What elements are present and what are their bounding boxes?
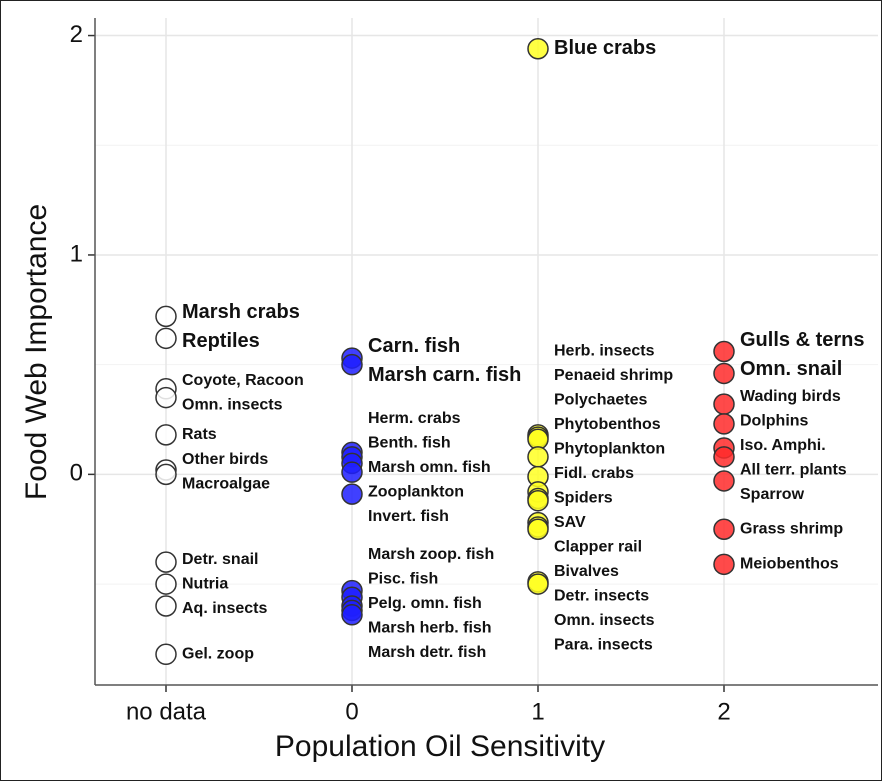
point-label: Pelg. omn. fish xyxy=(368,595,482,612)
point xyxy=(156,388,176,408)
point-label: All terr. plants xyxy=(740,461,847,478)
point-label: Omn. insects xyxy=(554,612,655,629)
point-label: Reptiles xyxy=(182,330,260,352)
point-label: Detr. insects xyxy=(554,588,649,605)
point xyxy=(714,363,734,383)
x-tick-label: no data xyxy=(126,698,207,725)
point xyxy=(528,519,548,539)
point-label: Marsh detr. fish xyxy=(368,644,486,661)
point xyxy=(528,447,548,467)
point-label: Fidl. crabs xyxy=(554,465,634,482)
y-axis-title: Food Web Importance xyxy=(20,204,53,500)
point xyxy=(342,605,362,625)
point-label: Omn. snail xyxy=(740,358,842,380)
point xyxy=(714,519,734,539)
point xyxy=(714,414,734,434)
point-label: Gel. zoop xyxy=(182,646,254,663)
point xyxy=(342,462,362,482)
point-label: Omn. insects xyxy=(182,397,283,414)
y-tick-label: 1 xyxy=(70,240,83,267)
point xyxy=(714,342,734,362)
point-label: Zooplankton xyxy=(368,484,464,501)
point-label: Sparrow xyxy=(740,486,805,503)
point xyxy=(528,574,548,594)
point xyxy=(156,596,176,616)
point xyxy=(714,554,734,574)
x-tick-label: 1 xyxy=(531,698,544,725)
point-label: Invert. fish xyxy=(368,508,449,525)
point-label: Coyote, Racoon xyxy=(182,372,304,389)
y-tick-label: 2 xyxy=(70,21,83,48)
point xyxy=(714,394,734,414)
point xyxy=(156,328,176,348)
point-label: Rats xyxy=(182,426,217,443)
point-label: Meiobenthos xyxy=(740,556,839,573)
point xyxy=(156,574,176,594)
point xyxy=(156,644,176,664)
point-label: Benth. fish xyxy=(368,435,451,452)
x-tick-label: 2 xyxy=(717,698,730,725)
point-label: Gulls & terns xyxy=(740,329,864,351)
x-tick-label: 0 xyxy=(345,698,358,725)
point-label: Dolphins xyxy=(740,412,809,429)
point-label: Clapper rail xyxy=(554,539,642,556)
point xyxy=(342,484,362,504)
y-tick-label: 0 xyxy=(70,460,83,487)
point-label: Herm. crabs xyxy=(368,410,461,427)
point xyxy=(156,552,176,572)
point-label: Penaeid shrimp xyxy=(554,367,673,384)
point-label: Spiders xyxy=(554,490,613,507)
point-label: Phytobenthos xyxy=(554,416,661,433)
point xyxy=(528,39,548,59)
chart: Population Oil Sensitivity Food Web Impo… xyxy=(0,0,882,781)
point-label: Para. insects xyxy=(554,637,653,654)
point-label: Pisc. fish xyxy=(368,571,438,588)
point-label: Other birds xyxy=(182,451,268,468)
point-label: Aq. insects xyxy=(182,600,267,617)
point-label: Marsh zoop. fish xyxy=(368,546,494,563)
point-label: Phytoplankton xyxy=(554,441,665,458)
x-axis-title: Population Oil Sensitivity xyxy=(275,730,605,763)
point-label: Marsh crabs xyxy=(182,301,300,323)
point xyxy=(528,491,548,511)
point xyxy=(156,306,176,326)
point-label: Macroalgae xyxy=(182,476,270,493)
point-label: Nutria xyxy=(182,575,228,592)
point-label: Marsh carn. fish xyxy=(368,364,521,386)
point-label: Polychaetes xyxy=(554,392,647,409)
point-label: Grass shrimp xyxy=(740,520,843,537)
point xyxy=(714,447,734,467)
point xyxy=(156,425,176,445)
point-label: Blue crabs xyxy=(554,37,656,59)
point xyxy=(156,464,176,484)
point-label: Marsh omn. fish xyxy=(368,459,491,476)
point-label: Wading birds xyxy=(740,388,841,405)
point-label: Iso. Amphi. xyxy=(740,437,826,454)
point-label: Bivalves xyxy=(554,563,619,580)
point-label: Marsh herb. fish xyxy=(368,620,492,637)
point xyxy=(342,355,362,375)
point-label: Herb. insects xyxy=(554,343,655,360)
point-label: SAV xyxy=(554,514,586,531)
point-label: Carn. fish xyxy=(368,335,460,357)
point xyxy=(714,471,734,491)
point-label: Detr. snail xyxy=(182,551,258,568)
